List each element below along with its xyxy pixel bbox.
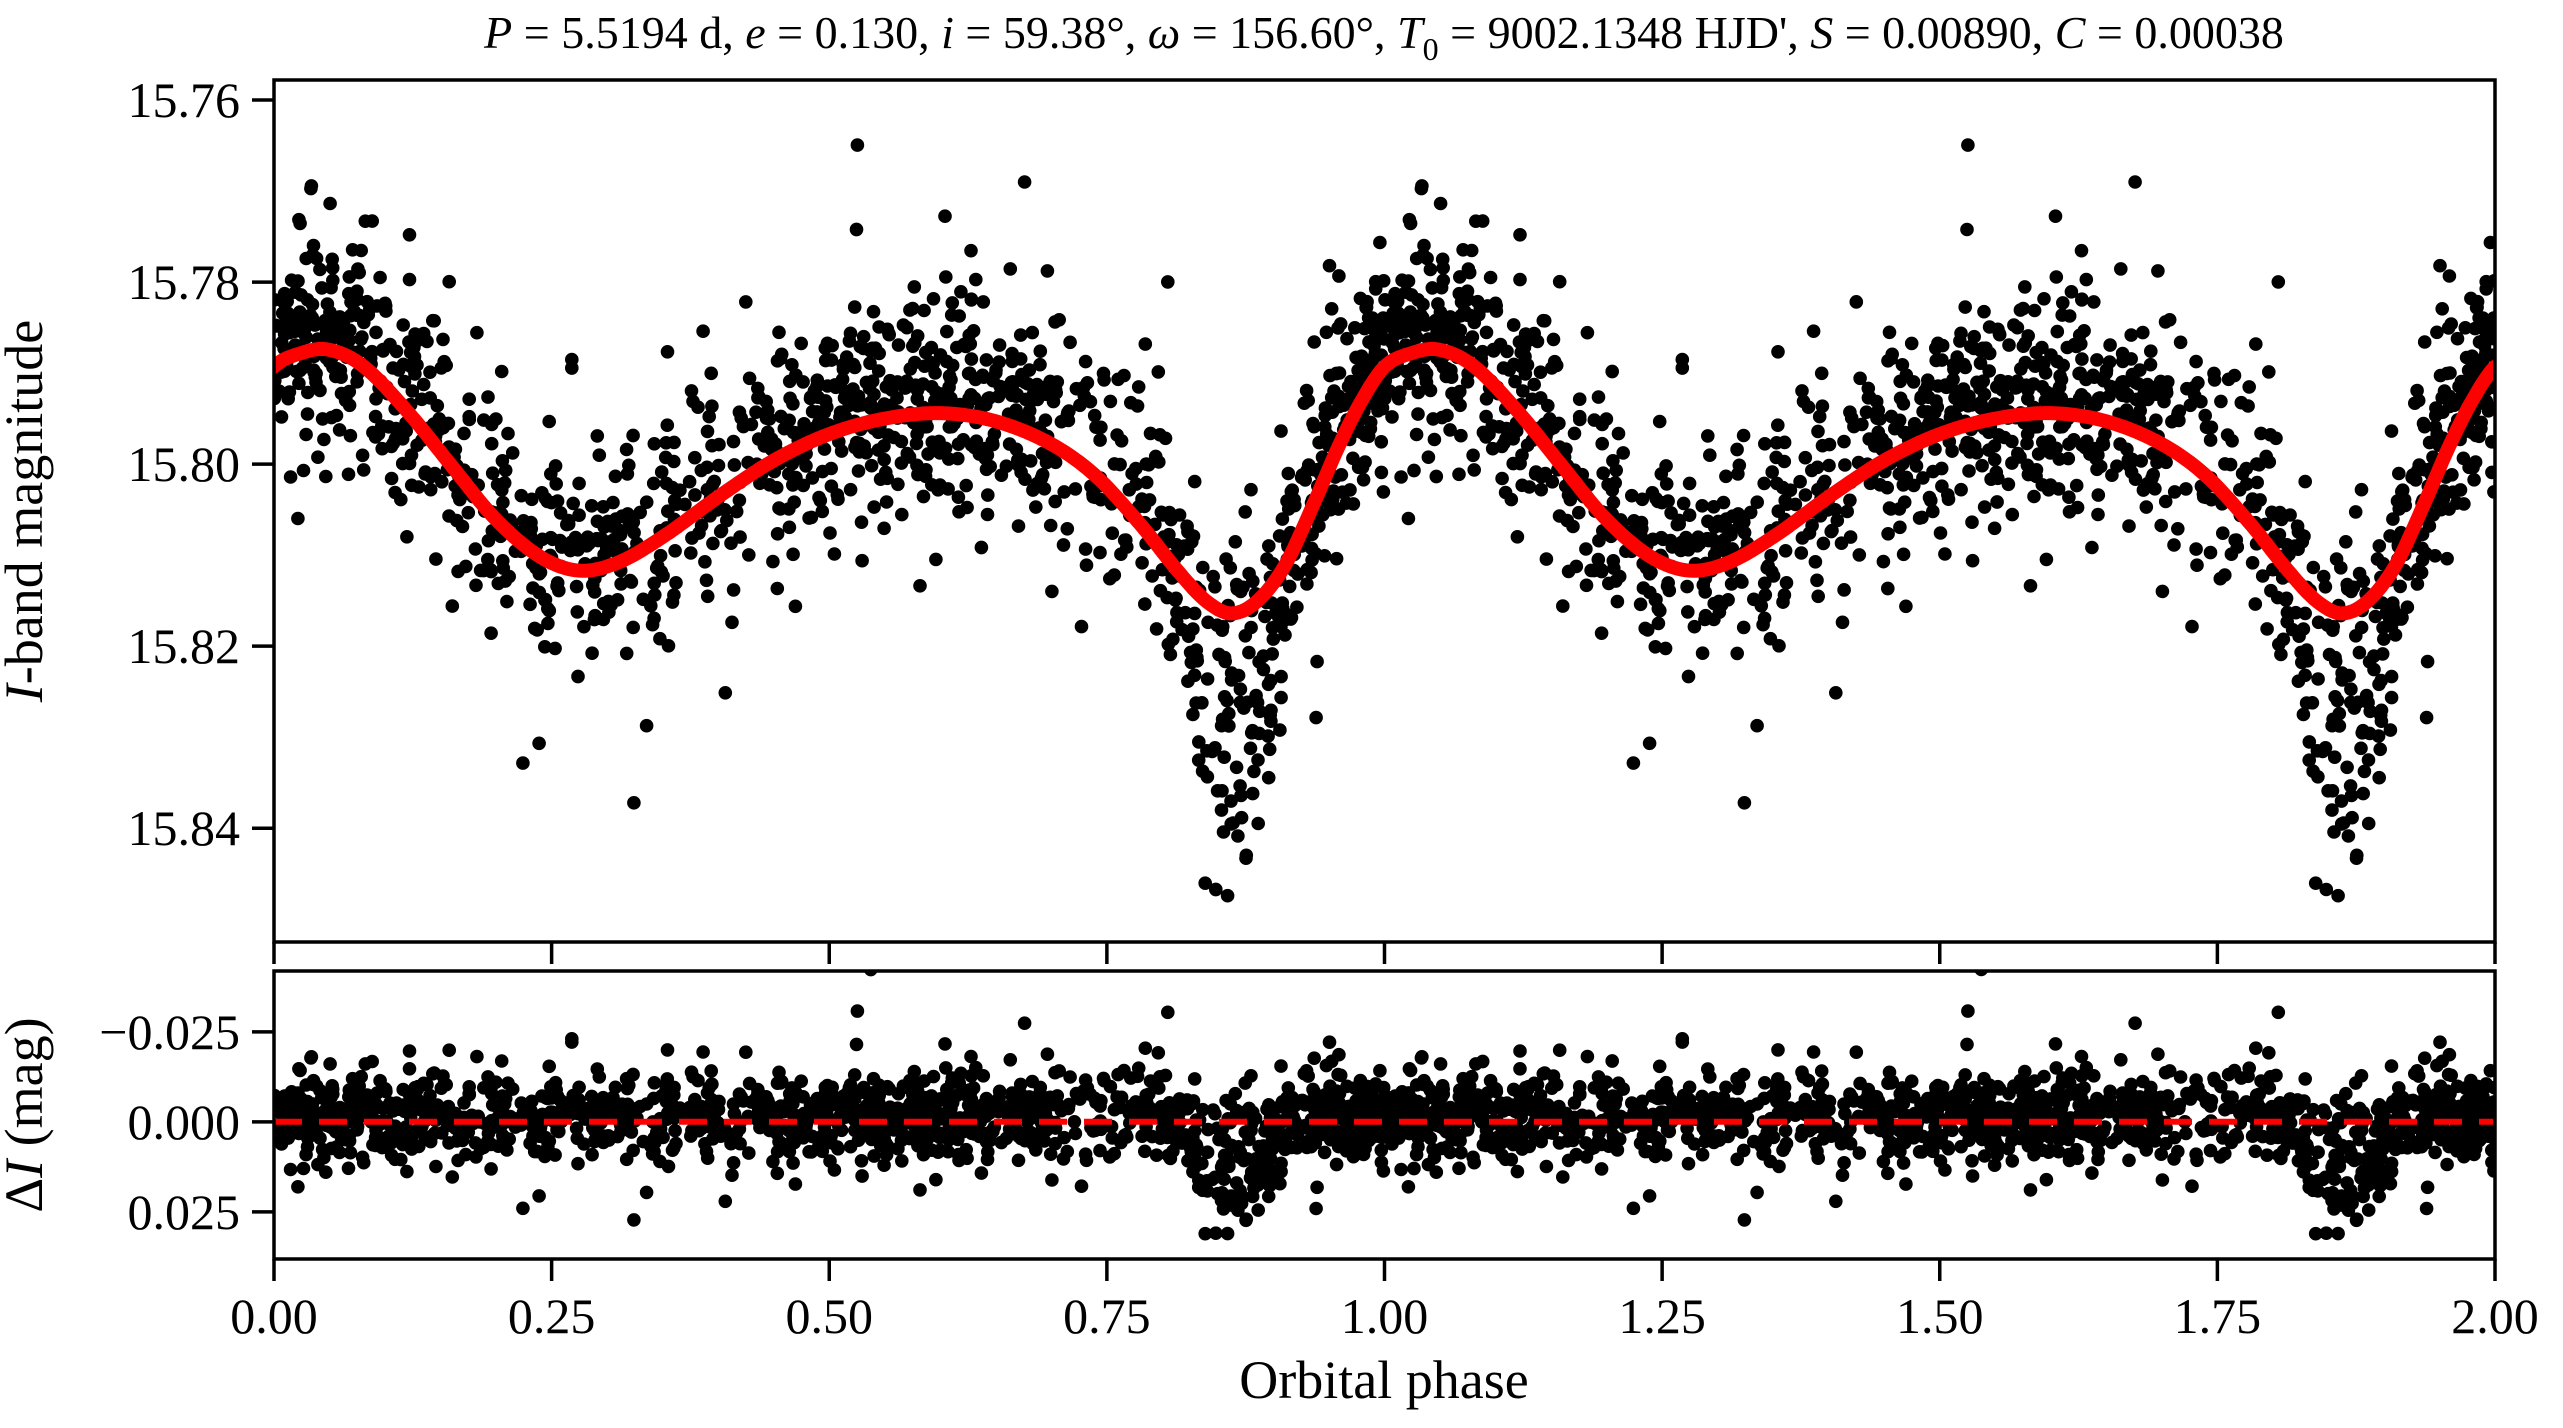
text-segment: T [1397, 7, 1426, 58]
y-tick-label: 15.76 [128, 72, 241, 128]
x-tick-label: 1.25 [1618, 1288, 1706, 1344]
residual-data-points [274, 971, 2495, 1241]
x-tick-label: 2.00 [2451, 1288, 2539, 1344]
text-segment: P [483, 7, 512, 58]
x-tick-label: 0.00 [230, 1288, 318, 1344]
text-segment: = 9002.1348 HJD', [1439, 7, 1811, 58]
text-segment: = 0.00038 [2085, 7, 2283, 58]
text-segment: -band magnitude [0, 320, 54, 684]
light-curve-scatter-group [274, 138, 2495, 903]
text-segment: e [745, 7, 765, 58]
x-tick-label: 0.50 [786, 1288, 874, 1344]
x-tick-label: 1.00 [1341, 1288, 1429, 1344]
y-tick-label: 0.025 [128, 1184, 241, 1240]
light-curve-panel: 15.76 15.78 15.80 15.82 15.84 [128, 72, 2497, 964]
text-segment: = 0.130, [766, 7, 941, 58]
text-segment: = 5.5194 d, [512, 7, 745, 58]
light-curve-data-points [274, 138, 2495, 903]
y-tick-label: 15.80 [128, 436, 241, 492]
y-tick-label: 15.78 [128, 254, 241, 310]
y-tick-label: 0.000 [128, 1094, 241, 1150]
text-segment: Δ [0, 1178, 54, 1213]
text-segment: 0 [1423, 31, 1439, 67]
text-segment: S [1810, 7, 1833, 58]
text-segment: i [941, 7, 954, 58]
model-curve [274, 341, 2495, 621]
text-segment: = 0.00890, [1833, 7, 2054, 58]
residuals-panel: 0.00 0.25 0.50 0.75 1.00 1.25 1.50 1.75 2.00 −0.0… [99, 969, 2539, 1344]
plot-title: P = 5.5194 d, e = 0.130, i = 59.38°, ω =… [483, 7, 2284, 67]
y-tick-label: 15.82 [128, 618, 241, 674]
text-segment: C [2055, 7, 2087, 58]
x-tick-label: 0.25 [508, 1288, 596, 1344]
x-tick-label: 0.75 [1063, 1288, 1151, 1344]
text-segment: I [0, 681, 54, 703]
x-axis-label: Orbital phase [1239, 1350, 1528, 1410]
light-curve-ticks: 15.76 15.78 15.80 15.82 15.84 [128, 72, 2497, 964]
x-tick-label: 1.75 [2174, 1288, 2262, 1344]
text-segment: (mag) [0, 1017, 54, 1159]
x-tick-label: 1.50 [1896, 1288, 1984, 1344]
axis-labels: Orbital phase I-band magnitude ΔI (mag) [0, 320, 1529, 1410]
y-axis-label-residual: ΔI (mag) [0, 1017, 54, 1212]
y-tick-label: 15.84 [128, 800, 241, 856]
residuals-ticks: 0.00 0.25 0.50 0.75 1.00 1.25 1.50 1.75 2.00 −0.0… [99, 1004, 2538, 1344]
text-segment: = 156.60°, [1180, 7, 1397, 58]
y-axis-label-magnitude: I-band magnitude [0, 320, 54, 703]
y-tick-label: −0.025 [99, 1004, 240, 1060]
residuals-scatter-group [274, 971, 2495, 1241]
text-segment: = 59.38°, [954, 7, 1148, 58]
text-segment: ω [1148, 7, 1180, 58]
text-segment: I [0, 1157, 54, 1179]
